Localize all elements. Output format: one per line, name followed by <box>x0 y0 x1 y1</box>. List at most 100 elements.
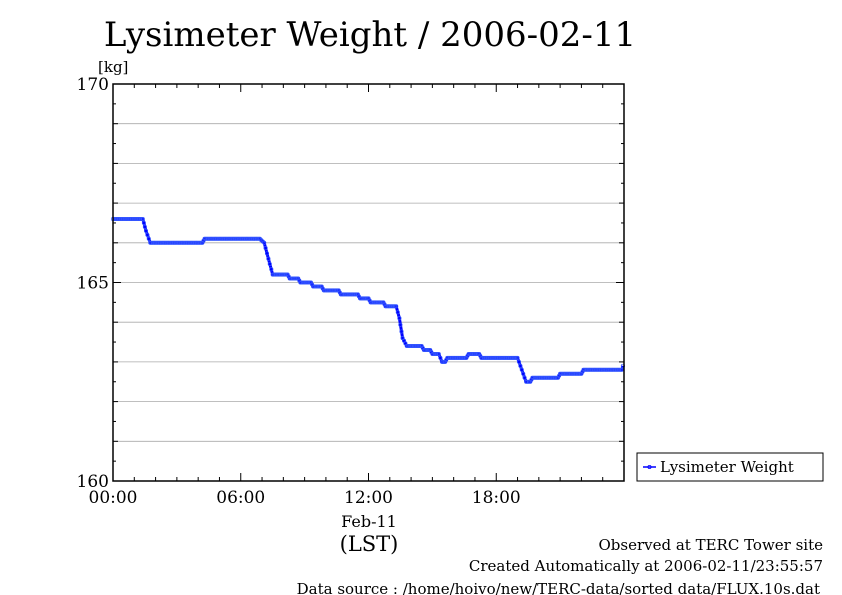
data-point <box>183 240 188 245</box>
data-point <box>310 282 315 287</box>
data-point <box>493 355 498 360</box>
data-point <box>148 240 153 245</box>
data-point <box>592 367 598 372</box>
data-point <box>372 300 377 305</box>
data-point <box>166 240 171 245</box>
data-point <box>428 347 433 353</box>
data-point <box>591 367 596 372</box>
data-point <box>555 375 561 380</box>
data-point <box>176 240 181 245</box>
data-point <box>612 367 617 372</box>
data-point <box>614 367 619 372</box>
data-point <box>540 375 545 380</box>
data-point <box>563 371 568 376</box>
data-point <box>365 296 370 301</box>
data-point <box>269 267 274 272</box>
data-point <box>397 316 402 321</box>
data-point <box>116 216 121 222</box>
data-point <box>364 296 369 301</box>
data-point <box>146 236 151 241</box>
data-point <box>571 371 576 376</box>
data-point <box>378 300 383 305</box>
data-point <box>509 355 514 360</box>
data-point <box>391 304 396 309</box>
tick-labels: 160 165 170 00:00 06:00 12:00 18:00 <box>77 75 521 508</box>
data-point <box>266 256 271 261</box>
data-point <box>550 375 555 380</box>
data-point <box>499 355 505 360</box>
data-point <box>149 240 154 245</box>
data-point <box>560 371 565 376</box>
data-point <box>534 375 539 380</box>
data-point <box>432 351 437 357</box>
data-point <box>196 240 201 245</box>
data-point <box>552 375 557 380</box>
data-point <box>140 216 145 222</box>
data-point <box>484 355 489 360</box>
data-point <box>131 216 136 222</box>
data-point <box>511 355 516 360</box>
data-point <box>438 355 443 360</box>
series-layer <box>110 216 625 384</box>
data-point <box>466 351 471 357</box>
data-point <box>263 246 268 251</box>
legend-marker <box>647 464 652 469</box>
data-point <box>264 251 270 256</box>
x-tick-label: 00:00 <box>89 488 138 508</box>
data-point <box>163 240 168 245</box>
y-tick-label: 165 <box>77 274 109 294</box>
data-point <box>388 304 393 309</box>
data-point <box>152 240 157 245</box>
data-point <box>502 355 507 360</box>
data-point <box>595 367 600 372</box>
data-point <box>153 240 158 245</box>
footer-source: Data source : /home/hoivo/new/TERC-data/… <box>297 580 820 595</box>
data-point <box>228 236 233 241</box>
data-point <box>449 355 454 360</box>
data-point <box>617 367 622 372</box>
data-point <box>329 288 334 293</box>
data-point <box>483 355 488 360</box>
data-point <box>506 355 511 360</box>
data-point <box>530 375 535 380</box>
data-point <box>248 236 253 241</box>
data-point <box>172 240 177 245</box>
data-point <box>162 240 167 245</box>
data-point <box>547 375 552 380</box>
data-point <box>221 236 226 241</box>
data-point <box>173 240 178 245</box>
data-point <box>539 375 544 380</box>
data-point <box>190 240 195 245</box>
data-point <box>182 240 187 245</box>
data-point <box>185 240 190 245</box>
data-point <box>243 236 248 241</box>
data-point <box>383 304 388 309</box>
data-point <box>471 351 476 357</box>
data-point <box>241 236 246 241</box>
data-point <box>233 236 238 241</box>
data-point <box>410 343 416 349</box>
data-point <box>498 355 503 360</box>
data-point <box>206 236 211 241</box>
data-point <box>304 280 310 285</box>
data-point <box>229 236 234 241</box>
data-point <box>615 367 621 372</box>
data-point <box>554 375 559 380</box>
data-point <box>181 240 186 245</box>
data-point <box>197 240 202 245</box>
data-point <box>518 363 523 368</box>
data-point <box>252 236 257 241</box>
data-point <box>168 240 173 245</box>
data-point <box>374 300 380 305</box>
data-point <box>232 236 237 241</box>
data-point <box>399 329 404 334</box>
data-point <box>307 280 312 285</box>
data-point <box>132 216 138 222</box>
data-point <box>607 367 612 372</box>
data-point <box>430 351 435 357</box>
data-point <box>194 240 199 245</box>
data-point <box>404 343 409 349</box>
data-point <box>395 310 400 315</box>
data-point <box>120 216 125 222</box>
data-point <box>394 304 399 309</box>
